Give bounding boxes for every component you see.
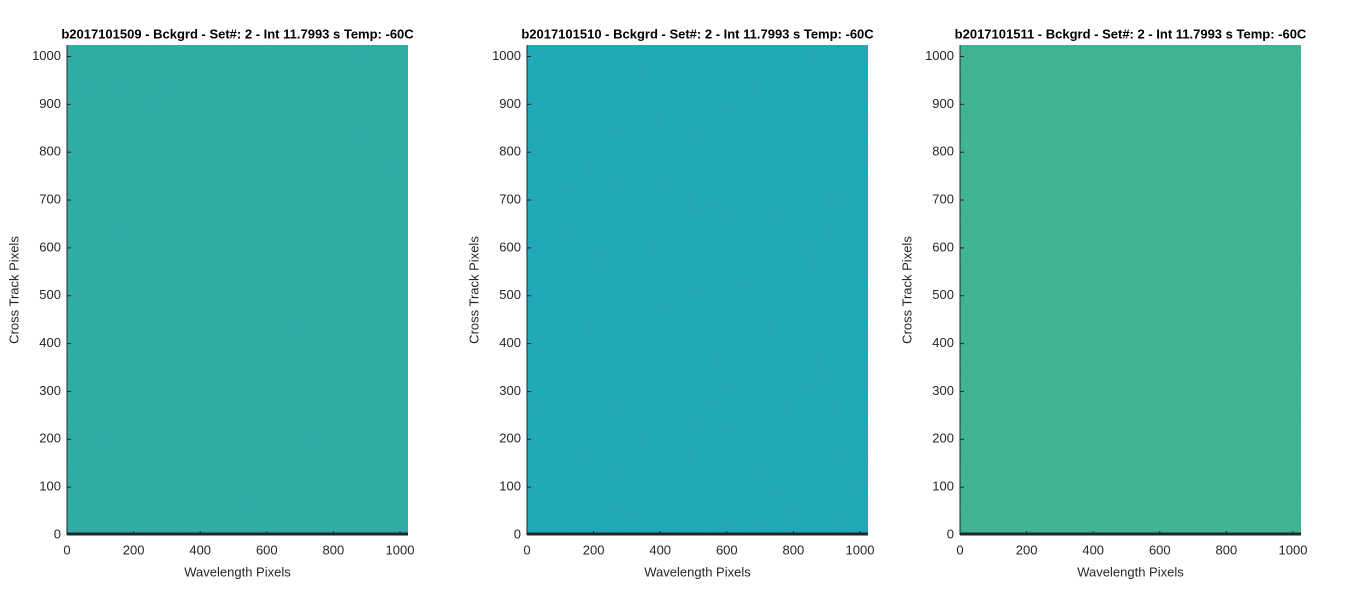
y-tick-label: 400 [499, 335, 521, 350]
x-tick-label: 200 [1016, 542, 1038, 557]
x-tick-label: 800 [323, 542, 345, 557]
y-tick-label: 300 [39, 383, 61, 398]
y-tick-label: 700 [39, 191, 61, 206]
y-tick-label: 400 [39, 335, 61, 350]
y-tick-label: 200 [932, 431, 954, 446]
y-tick-label: 800 [499, 144, 521, 159]
y-tick-label: 900 [932, 96, 954, 111]
x-tick-label: 800 [1216, 542, 1238, 557]
y-tick-label: 500 [932, 287, 954, 302]
y-tick-label: 800 [39, 144, 61, 159]
y-tick-label: 0 [947, 526, 954, 541]
y-tick-label: 200 [39, 431, 61, 446]
x-tick-label: 1000 [386, 542, 415, 557]
x-tick-label: 0 [956, 542, 963, 557]
image-noise [960, 45, 1301, 535]
x-tick-label: 200 [123, 542, 145, 557]
y-tick-label: 1000 [32, 48, 61, 63]
y-tick-label: 0 [514, 526, 521, 541]
chart-title: b2017101510 - Bckgrd - Set#: 2 - Int 11.… [521, 26, 874, 41]
x-axis-label: Wavelength Pixels [184, 564, 291, 579]
y-axis-label: Cross Track Pixels [899, 236, 914, 344]
y-tick-label: 500 [39, 287, 61, 302]
x-tick-label: 600 [716, 542, 738, 557]
y-tick-label: 500 [499, 287, 521, 302]
y-tick-label: 100 [39, 479, 61, 494]
y-tick-label: 200 [499, 431, 521, 446]
y-tick-label: 600 [39, 239, 61, 254]
x-tick-label: 200 [583, 542, 605, 557]
y-tick-label: 400 [932, 335, 954, 350]
y-tick-label: 300 [932, 383, 954, 398]
x-tick-label: 400 [649, 542, 671, 557]
image-noise [67, 45, 408, 535]
image-noise [527, 45, 868, 535]
x-tick-label: 400 [189, 542, 211, 557]
x-tick-label: 1000 [846, 542, 875, 557]
y-tick-label: 900 [499, 96, 521, 111]
x-tick-label: 0 [63, 542, 70, 557]
x-axis-label: Wavelength Pixels [1077, 564, 1184, 579]
x-tick-label: 400 [1082, 542, 1104, 557]
chart-title: b2017101509 - Bckgrd - Set#: 2 - Int 11.… [61, 26, 414, 41]
x-tick-label: 600 [256, 542, 278, 557]
x-axis-label: Wavelength Pixels [644, 564, 751, 579]
y-tick-label: 600 [932, 239, 954, 254]
x-tick-label: 800 [783, 542, 805, 557]
y-tick-label: 700 [499, 191, 521, 206]
y-tick-label: 100 [932, 479, 954, 494]
y-tick-label: 0 [54, 526, 61, 541]
y-axis-label: Cross Track Pixels [466, 236, 481, 344]
y-tick-label: 100 [499, 479, 521, 494]
y-tick-label: 900 [39, 96, 61, 111]
x-tick-label: 0 [523, 542, 530, 557]
y-tick-label: 300 [499, 383, 521, 398]
y-tick-label: 700 [932, 191, 954, 206]
y-axis-label: Cross Track Pixels [6, 236, 21, 344]
y-tick-label: 800 [932, 144, 954, 159]
y-tick-label: 1000 [925, 48, 954, 63]
chart-title: b2017101511 - Bckgrd - Set#: 2 - Int 11.… [955, 26, 1307, 41]
x-tick-label: 600 [1149, 542, 1171, 557]
y-tick-label: 600 [499, 239, 521, 254]
y-tick-label: 1000 [492, 48, 521, 63]
x-tick-label: 1000 [1279, 542, 1308, 557]
